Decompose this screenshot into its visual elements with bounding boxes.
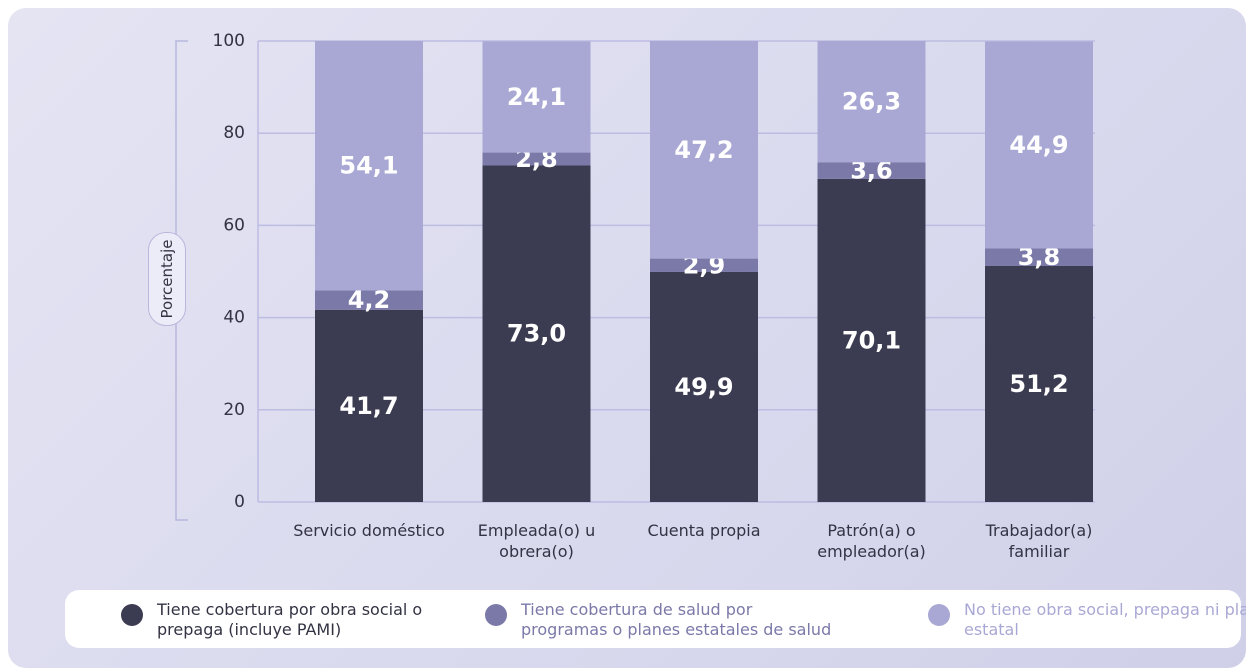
bar-segment xyxy=(315,41,423,291)
bar-segment xyxy=(650,258,758,272)
bar-segment xyxy=(482,152,591,166)
y-tick-label: 0 xyxy=(234,492,245,512)
value-label: 4,2 xyxy=(348,286,391,314)
y-tick-label: 40 xyxy=(223,308,245,328)
bar-segment xyxy=(817,178,926,503)
value-label: 47,2 xyxy=(674,136,733,164)
x-tick-label: Cuenta propia xyxy=(647,521,761,540)
x-tick-label: Servicio doméstico xyxy=(293,521,445,540)
y-axis-label: Porcentaje xyxy=(158,239,176,319)
value-label: 54,1 xyxy=(339,152,398,180)
y-tick-label: 60 xyxy=(223,215,245,235)
value-label: 41,7 xyxy=(339,392,398,420)
value-label: 44,9 xyxy=(1009,131,1068,159)
bar-segment xyxy=(650,271,758,502)
value-label: 26,3 xyxy=(842,88,901,116)
bar-segment xyxy=(315,290,423,310)
x-tick-label: Empleada(o) u obrera(o) xyxy=(477,521,596,561)
chart-card: 0 20 40 60 80 100 41,7 4,2 54,1 73,0 2,8 24,1 49,9 2,… xyxy=(8,8,1246,668)
bar-segment xyxy=(985,248,1093,266)
legend-swatch xyxy=(485,604,507,626)
y-axis-label-box: Porcentaje xyxy=(148,232,186,326)
legend-label: Tiene cobertura de salud por programas o… xyxy=(521,600,832,639)
bar-segment xyxy=(985,41,1093,249)
y-tick-label: 80 xyxy=(223,123,245,143)
legend-swatch xyxy=(121,604,143,626)
legend-item: Tiene cobertura de salud por programas o… xyxy=(485,600,841,640)
legend-label: Tiene cobertura por obra social o prepag… xyxy=(157,600,423,639)
legend-item: Tiene cobertura por obra social o prepag… xyxy=(121,600,477,640)
bar-segment xyxy=(817,41,926,163)
value-label: 70,1 xyxy=(842,326,901,354)
bar-segment xyxy=(817,162,926,179)
bar-segment xyxy=(650,41,758,259)
legend-item: No tiene obra social, prepaga ni plan es… xyxy=(928,600,1246,640)
bar-segment xyxy=(985,265,1093,502)
x-tick-label: Patrón(a) o empleador(a) xyxy=(817,521,926,561)
bar-segment xyxy=(482,41,591,153)
chart: 02040608010041,74,254,173,02,824,149,92,… xyxy=(175,31,1095,521)
legend-swatch xyxy=(928,604,950,626)
value-label: 51,2 xyxy=(1009,370,1068,398)
legend-label: No tiene obra social, prepaga ni plan es… xyxy=(964,600,1246,639)
value-label: 49,9 xyxy=(674,373,733,401)
bar-segment xyxy=(482,165,591,502)
legend: Tiene cobertura por obra social o prepag… xyxy=(65,590,1246,648)
value-label: 24,1 xyxy=(507,83,566,111)
x-tick-label: Trabajador(a) familiar xyxy=(985,521,1093,561)
bar-segment xyxy=(315,309,423,502)
y-tick-label: 20 xyxy=(223,400,245,420)
y-tick-label: 100 xyxy=(213,31,245,51)
value-label: 73,0 xyxy=(507,320,566,348)
